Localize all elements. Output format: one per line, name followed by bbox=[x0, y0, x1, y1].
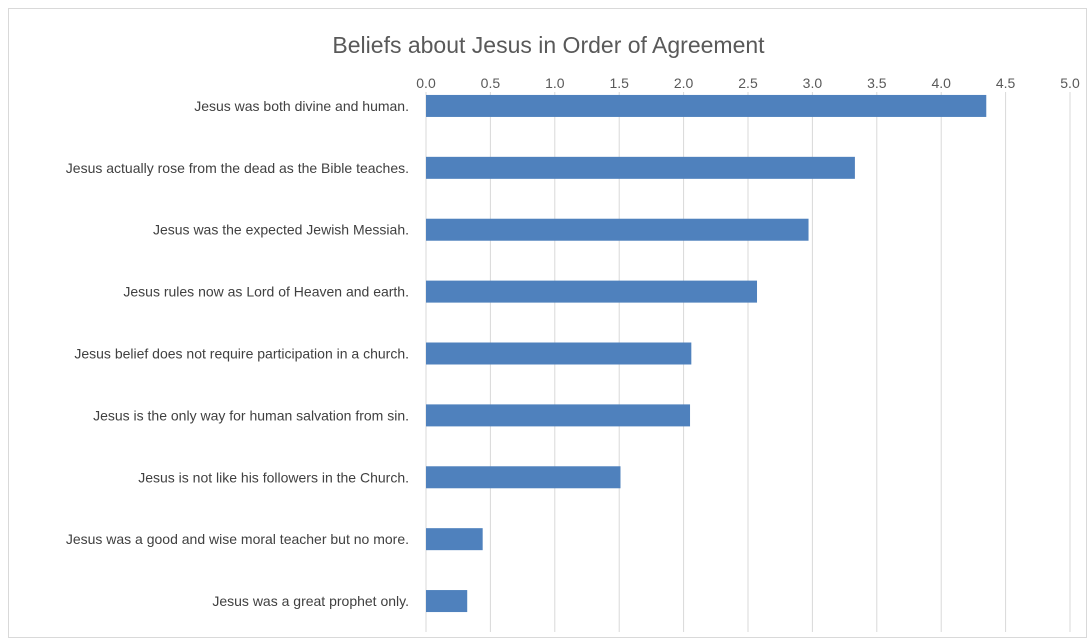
x-tick-label: 4.0 bbox=[931, 75, 951, 91]
bar bbox=[426, 218, 809, 241]
x-tick-label: 4.5 bbox=[996, 75, 1016, 91]
bar bbox=[426, 280, 758, 303]
x-tick-label: 5.0 bbox=[1060, 75, 1080, 91]
category-labels: Jesus was both divine and human. Jesus ac… bbox=[66, 98, 409, 609]
x-tick-label: 1.0 bbox=[545, 75, 565, 91]
x-tick-label: 2.0 bbox=[674, 75, 694, 91]
category-label: Jesus was a good and wise moral teacher … bbox=[66, 531, 409, 547]
bar bbox=[426, 466, 621, 489]
x-axis-ticks: 0.0 0.5 1.0 1.5 2.0 2.5 3.0 3.5 4.0 4.5 5.0 bbox=[416, 75, 1080, 91]
category-label: Jesus was the expected Jewish Messiah. bbox=[153, 222, 409, 238]
category-label: Jesus was both divine and human. bbox=[194, 98, 409, 114]
bar bbox=[426, 528, 483, 551]
bar bbox=[426, 342, 692, 365]
bar bbox=[426, 590, 468, 613]
bar bbox=[426, 404, 691, 427]
x-tick-label: 0.5 bbox=[481, 75, 501, 91]
x-tick-label: 2.5 bbox=[738, 75, 758, 91]
category-label: Jesus actually rose from the dead as the… bbox=[66, 160, 409, 176]
chart-title: Beliefs about Jesus in Order of Agreemen… bbox=[332, 32, 765, 58]
x-tick-label: 3.5 bbox=[867, 75, 887, 91]
x-tick-label: 3.0 bbox=[803, 75, 823, 91]
category-label: Jesus is not like his followers in the C… bbox=[138, 469, 409, 485]
bar bbox=[426, 94, 987, 117]
category-label: Jesus was a great prophet only. bbox=[212, 593, 409, 609]
x-tick-label: 0.0 bbox=[416, 75, 436, 91]
category-label: Jesus belief does not require participat… bbox=[74, 346, 409, 362]
bar bbox=[426, 156, 855, 179]
gridlines bbox=[425, 92, 1071, 632]
category-label: Jesus rules now as Lord of Heaven and ea… bbox=[123, 284, 409, 300]
x-tick-label: 1.5 bbox=[609, 75, 629, 91]
bars bbox=[426, 94, 987, 613]
category-label: Jesus is the only way for human salvatio… bbox=[93, 407, 409, 423]
